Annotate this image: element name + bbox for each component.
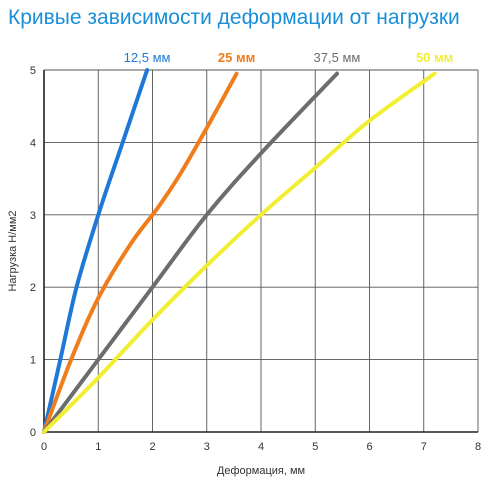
y-tick-label: 0 [30,427,36,439]
series-label: 37,5 мм [314,50,361,65]
x-tick-label: 1 [95,441,101,453]
grid [44,69,479,432]
x-tick-label: 7 [421,441,427,453]
x-tick-label: 2 [149,441,155,453]
series-layer [42,68,437,434]
y-tick-label: 4 [30,137,36,149]
y-tick-label: 1 [30,355,36,367]
x-tick-label: 5 [312,441,318,453]
tick-labels: 0 1 2 3 4 5 6 7 8 0 1 2 3 4 5 [30,65,481,453]
x-axis-title: Деформация, мм [217,465,305,477]
x-tick-label: 6 [366,441,372,453]
y-axis-title: Нагрузка Н/мм2 [7,210,19,291]
series-label: 25 мм [218,50,255,65]
y-tick-label: 5 [30,65,36,77]
series-line [42,71,437,434]
series-label: 50 мм [416,50,453,65]
x-tick-label: 4 [258,441,264,453]
series-line [42,71,239,434]
axes [43,70,478,433]
x-tick-label: 8 [475,441,481,453]
y-tick-label: 2 [30,282,36,294]
series-label: 12,5 мм [124,50,171,65]
x-tick-label: 0 [41,441,47,453]
series-line [42,71,339,434]
series-labels: 12,5 мм 25 мм 37,5 мм 50 мм [124,50,454,65]
series-line [42,68,150,434]
x-tick-label: 3 [204,441,210,453]
y-tick-label: 3 [30,210,36,222]
chart-title: Кривые зависимости деформации от нагрузк… [8,6,460,29]
